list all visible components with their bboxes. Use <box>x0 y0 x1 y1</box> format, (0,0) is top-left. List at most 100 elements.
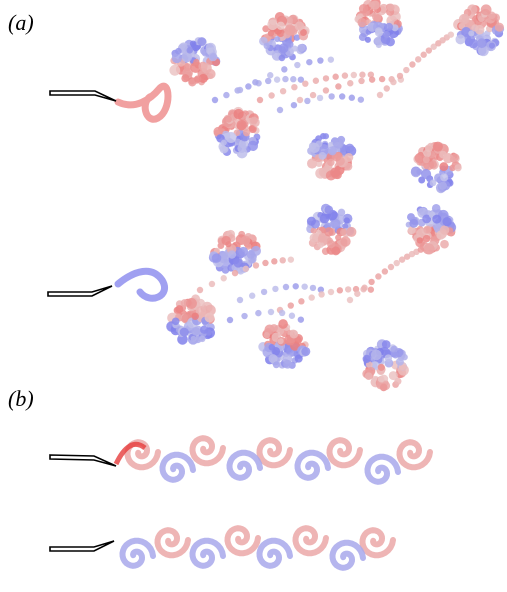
vortex-particle <box>323 133 329 139</box>
vortex-particle <box>247 251 255 259</box>
vortex-particle <box>172 317 180 325</box>
vortex-spiral <box>193 438 224 463</box>
vortex-particle <box>278 319 288 329</box>
vortex-particle <box>249 125 255 131</box>
vortex-particle <box>191 336 197 342</box>
wake-particle <box>277 107 283 113</box>
wake-particle <box>345 286 351 292</box>
wake-particle <box>297 97 303 103</box>
wake-particle <box>361 285 367 291</box>
wake-particle <box>368 279 374 285</box>
vortex-particle <box>340 236 350 246</box>
vortex-particle <box>442 217 451 226</box>
wake-particle <box>252 79 258 85</box>
vortex-particle <box>191 327 200 336</box>
wake-particle <box>197 287 203 293</box>
vortex-particle <box>421 169 431 179</box>
wake-particle <box>227 317 233 323</box>
vortex-particle <box>241 236 250 245</box>
vortex-particle <box>175 48 182 55</box>
vortex-particle <box>181 74 189 82</box>
vortex-particle <box>310 233 319 242</box>
vortex-particle <box>292 46 298 52</box>
wake-particle <box>245 83 251 89</box>
vortex-particle <box>440 173 448 181</box>
wake-particle <box>388 264 394 270</box>
wake-particle <box>282 76 288 82</box>
vortex-spiral <box>260 541 291 566</box>
wake-particle <box>379 76 385 82</box>
vortex-particle <box>391 346 398 353</box>
wake-particle <box>420 52 426 58</box>
wake-particle <box>347 297 353 303</box>
vortex-particle <box>318 235 326 243</box>
wake-particle <box>241 313 247 319</box>
vortex-particle <box>200 326 208 334</box>
vortex-particle <box>327 159 335 167</box>
wake-particle <box>298 316 304 322</box>
vortex-particle <box>193 59 199 65</box>
wake-particle <box>335 83 341 89</box>
wake-particle <box>267 72 273 78</box>
vortex-particle <box>489 43 495 49</box>
vortex-particle <box>477 38 487 48</box>
vortex-particle <box>346 227 356 237</box>
wake-particle <box>306 59 312 65</box>
wake-particle <box>415 56 421 62</box>
vortex-particle <box>205 313 215 323</box>
vortex-particle <box>319 152 327 160</box>
vortex-particle <box>248 141 258 151</box>
wake-particle <box>288 256 294 262</box>
wake-particle <box>328 56 334 62</box>
vortex-particle <box>327 240 335 248</box>
vortex-particle <box>409 219 418 228</box>
wake-particle <box>253 262 259 268</box>
vortex-spiral <box>333 543 364 568</box>
wake-particle <box>212 97 218 103</box>
vortex-particle <box>269 344 276 351</box>
vortex-particle <box>279 43 289 53</box>
wake-particle <box>347 80 353 86</box>
vortex-particle <box>295 21 304 30</box>
vortex-spiral <box>400 442 431 467</box>
wake-particle <box>349 95 355 101</box>
vortex-particle <box>197 37 206 46</box>
wake-particle <box>257 97 263 103</box>
vortex-particle <box>264 43 270 49</box>
wake-particle <box>279 310 285 316</box>
vortex-spiral <box>368 457 399 482</box>
vortex-particle <box>371 350 382 361</box>
wake-particle <box>339 93 345 99</box>
wake-particle <box>280 88 286 94</box>
vortex-particle <box>389 371 398 380</box>
vortex-particle <box>469 39 479 49</box>
vortex-particle <box>320 214 330 224</box>
vortex-spiral <box>296 528 327 553</box>
wake-particle <box>448 31 454 37</box>
figure: (a) (b) <box>0 0 507 592</box>
wake-particle <box>310 285 316 291</box>
wake-particle <box>397 73 403 79</box>
vortex-particle <box>363 355 371 363</box>
vortex-particle <box>228 250 236 258</box>
vortex-particle <box>267 19 278 30</box>
vortex-particle <box>459 14 470 25</box>
wake-particle <box>317 57 323 63</box>
vortex-particle <box>175 305 183 313</box>
wake-particle <box>249 293 255 299</box>
vortex-particle <box>382 340 391 349</box>
wake-particle <box>265 78 271 84</box>
wake-particle <box>368 286 374 292</box>
vortex-particle <box>398 365 409 376</box>
vortex-spiral <box>123 541 154 566</box>
vortex-particle <box>423 235 431 243</box>
wake-particle <box>323 75 329 81</box>
vortex-particle <box>396 358 404 366</box>
vortex-particle <box>283 360 292 369</box>
wake-particle <box>409 61 415 67</box>
vortex-particle <box>375 29 383 37</box>
vortex-particle <box>237 144 246 153</box>
vortex-particle <box>345 144 354 153</box>
vortex-particle <box>286 17 293 24</box>
vortex-particle <box>186 298 197 309</box>
